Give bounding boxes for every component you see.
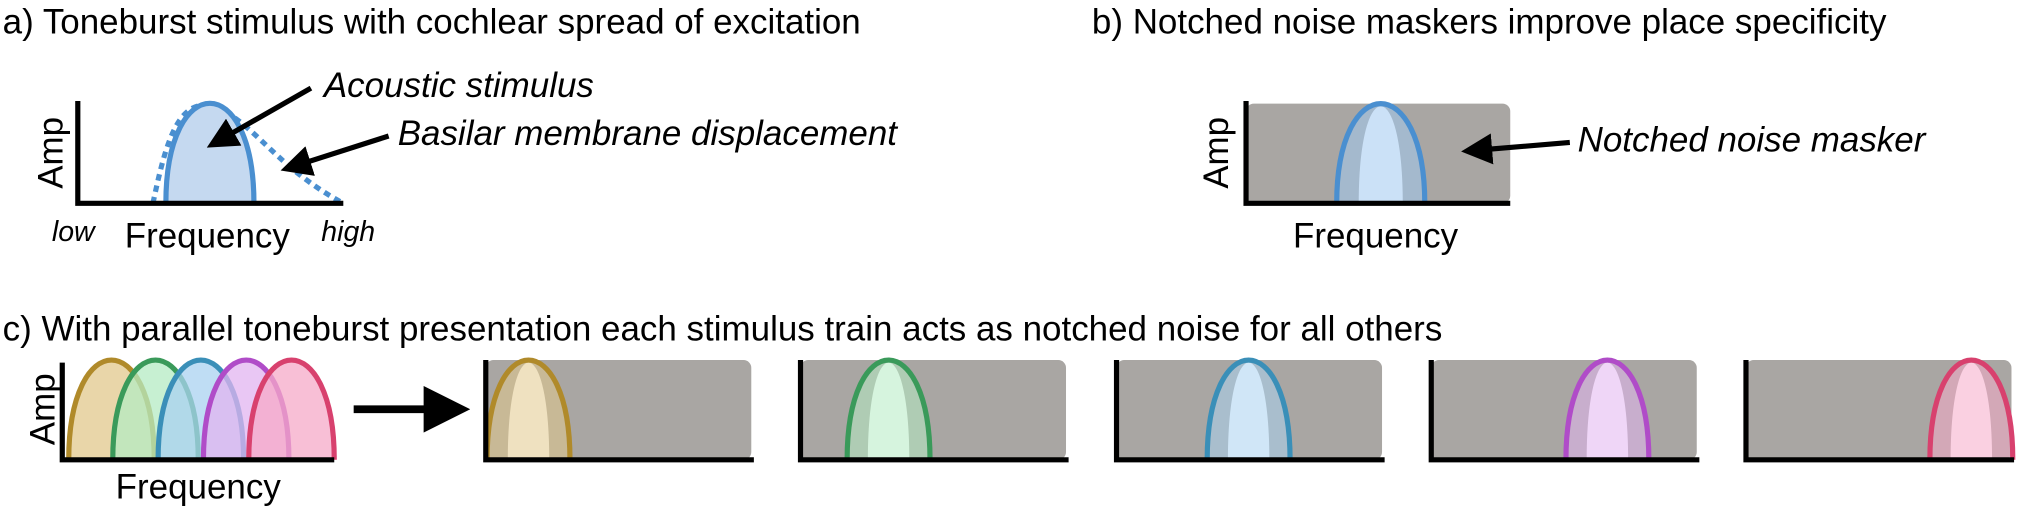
arrow	[280, 133, 390, 176]
axes	[1113, 360, 1385, 463]
axes	[483, 360, 754, 463]
stimulus-arch	[1563, 357, 1652, 460]
stimulus-label: Acoustic stimulus	[322, 66, 594, 105]
axes	[1428, 360, 1700, 463]
panel-c-title: c) With parallel toneburst presentation …	[3, 310, 1443, 349]
axes	[75, 101, 344, 206]
high-label: high	[321, 216, 375, 248]
masker	[800, 360, 1067, 460]
panel-b-title: b) Notched noise maskers improve place s…	[1092, 3, 1887, 42]
axes	[797, 360, 1069, 463]
stimulus-arch	[484, 357, 573, 460]
stimulus-arch	[163, 100, 257, 204]
axes	[59, 362, 335, 463]
displacement-label: Basilar membrane displacement	[398, 114, 899, 153]
axes	[1743, 360, 2015, 463]
stimulus-arch	[844, 357, 933, 460]
low-label: low	[52, 216, 97, 248]
y-label: Amp	[1197, 117, 1236, 189]
axes	[1243, 101, 1511, 206]
x-label: Frequency	[1293, 216, 1459, 255]
panel-a-title: a) Toneburst stimulus with cochlear spre…	[3, 3, 861, 42]
x-label: Frequency	[125, 216, 291, 255]
stimulus-arch	[1204, 357, 1293, 460]
arrow	[206, 85, 313, 148]
y-label: Amp	[31, 117, 70, 189]
masker-plot	[1246, 101, 1511, 204]
arrow	[1461, 133, 1571, 165]
x-label: Frequency	[116, 468, 282, 507]
masker-label: Notched noise masker	[1578, 121, 1927, 160]
y-label: Amp	[23, 373, 62, 445]
stimulus-arch	[246, 357, 337, 460]
parallel-plots	[59, 357, 2016, 463]
stimulus-arch	[1334, 101, 1428, 204]
stimulus-arch	[1927, 357, 2016, 460]
